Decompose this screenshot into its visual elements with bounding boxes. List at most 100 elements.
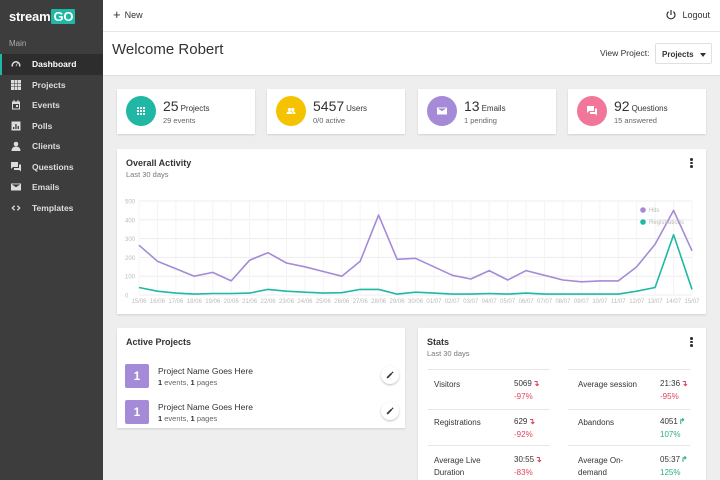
project-name[interactable]: Project Name Goes Here: [158, 402, 253, 412]
project-meta: 1 events, 1 pages: [158, 414, 218, 423]
stat-subtext: 1 pending: [464, 116, 497, 125]
stat-card-emails[interactable]: 13 Emails 1 pending: [418, 89, 556, 134]
sidebar-item-questions[interactable]: Questions: [0, 157, 103, 178]
stat-card-questions[interactable]: 92 Questions 15 answered: [568, 89, 706, 134]
stat-label: Visitors: [434, 380, 461, 389]
mail-icon: [427, 96, 457, 126]
new-button-label: New: [124, 10, 143, 20]
sidebar-item-clients[interactable]: Clients: [0, 136, 103, 157]
card-title: Active Projects: [126, 337, 192, 347]
sidebar-section-label: Main: [9, 39, 27, 48]
stat-value: 05:37: [660, 455, 681, 464]
x-tick-label: 21/06: [242, 299, 258, 305]
page-header: Welcome Robert View Project: Projects: [103, 32, 720, 76]
sidebar-item-emails[interactable]: Emails: [0, 177, 103, 198]
x-tick-label: 09/07: [574, 299, 590, 305]
stat-subtext: 29 events: [163, 116, 196, 125]
x-tick-label: 12/07: [629, 299, 645, 305]
stat-card-projects[interactable]: 25 Projects 29 events: [117, 89, 255, 134]
calendar-icon: [10, 100, 22, 110]
logout-label: Logout: [682, 10, 710, 20]
stat-value: 629: [514, 417, 528, 426]
new-button[interactable]: + New: [113, 7, 143, 22]
x-tick-label: 26/06: [334, 299, 350, 305]
edit-pencil-icon[interactable]: [381, 402, 399, 420]
legend-label: Hits: [649, 208, 659, 214]
legend-swatch: [640, 207, 646, 213]
legend-swatch: [640, 219, 646, 225]
stats-card: Stats Last 30 days Visitors 5069↴ -97% A…: [418, 328, 706, 480]
sidebar-item-label: Templates: [32, 202, 74, 213]
page-title: Welcome Robert: [112, 41, 224, 58]
y-tick-label: 400: [125, 218, 136, 224]
y-tick-label: 200: [125, 256, 136, 262]
more-menu-icon[interactable]: [690, 337, 694, 348]
x-tick-label: 10/07: [592, 299, 608, 305]
edit-pencil-icon[interactable]: [381, 366, 399, 384]
view-project-select[interactable]: Projects: [655, 43, 712, 64]
trend-down-icon: ↴: [535, 455, 542, 464]
person-icon: [10, 141, 22, 152]
sidebar-item-label: Clients: [32, 141, 61, 152]
stat-label: Abandons: [578, 418, 615, 427]
stat-unit: Projects: [180, 104, 210, 113]
divider: [428, 369, 550, 370]
grid-icon: [10, 79, 22, 90]
trend-up-icon: ↱: [681, 455, 688, 464]
card-subtitle: Last 30 days: [126, 170, 169, 179]
stat-change: -83%: [514, 468, 533, 477]
stat-card-users[interactable]: 5457 Users 0/0 active: [267, 89, 405, 134]
stat-change: -97%: [514, 392, 533, 401]
card-title: Stats: [427, 337, 450, 347]
stat-visitors: Visitors 5069↴ -97%: [434, 379, 554, 416]
active-projects-card: Active Projects 1 Project Name Goes Here…: [117, 328, 405, 428]
list-item[interactable]: 1 Project Name Goes Here 1 events, 1 pag…: [125, 364, 399, 394]
chat-icon: [577, 96, 607, 126]
x-tick-label: 28/06: [371, 299, 387, 305]
x-tick-label: 23/06: [279, 299, 295, 305]
logo[interactable]: stream GO: [9, 9, 76, 24]
x-tick-label: 15/07: [684, 299, 700, 305]
list-item[interactable]: 1 Project Name Goes Here 1 events, 1 pag…: [125, 400, 399, 430]
logout-button[interactable]: Logout: [666, 10, 710, 20]
x-tick-label: 03/07: [463, 299, 479, 305]
divider: [568, 369, 690, 370]
x-tick-label: 14/07: [666, 299, 682, 305]
code-icon: [10, 203, 22, 213]
y-tick-label: 0: [125, 294, 129, 300]
x-tick-label: 07/07: [537, 299, 553, 305]
x-tick-label: 11/07: [611, 299, 626, 305]
sidebar-item-label: Emails: [32, 182, 60, 193]
x-tick-label: 01/07: [426, 299, 442, 305]
sidebar-item-templates[interactable]: Templates: [0, 198, 103, 219]
sidebar: stream GO Main Dashboard Projects Events …: [0, 0, 103, 480]
sidebar-item-label: Dashboard: [32, 59, 77, 70]
x-tick-label: 18/06: [187, 299, 203, 305]
sidebar-item-label: Projects: [32, 79, 66, 90]
x-tick-label: 13/07: [648, 299, 664, 305]
caret-down-icon: [700, 53, 706, 57]
stat-value: 30:55: [514, 455, 535, 464]
more-menu-icon[interactable]: [690, 158, 694, 169]
x-tick-label: 17/06: [168, 299, 184, 305]
sidebar-item-projects[interactable]: Projects: [0, 75, 103, 96]
sidebar-item-events[interactable]: Events: [0, 95, 103, 116]
sidebar-item-polls[interactable]: Polls: [0, 116, 103, 137]
sidebar-item-dashboard[interactable]: Dashboard: [0, 54, 103, 75]
stat-unit: Questions: [631, 104, 668, 113]
x-tick-label: 06/07: [519, 299, 535, 305]
stat-value: 5069: [514, 379, 532, 388]
x-tick-label: 02/07: [445, 299, 461, 305]
x-tick-label: 19/06: [205, 299, 221, 305]
plus-icon: +: [113, 7, 121, 22]
trend-down-icon: ↴: [681, 379, 688, 388]
x-tick-label: 15/06: [131, 299, 147, 305]
divider: [428, 445, 550, 446]
x-tick-label: 20/06: [224, 299, 240, 305]
x-tick-label: 30/06: [408, 299, 424, 305]
stat-label: Average On-demand: [578, 456, 624, 477]
sidebar-item-label: Events: [32, 100, 60, 111]
stat-value: 21:36: [660, 379, 681, 388]
stat-average-live-duration: Average Live Duration 30:55↴ -83%: [434, 455, 554, 480]
project-name[interactable]: Project Name Goes Here: [158, 366, 253, 376]
